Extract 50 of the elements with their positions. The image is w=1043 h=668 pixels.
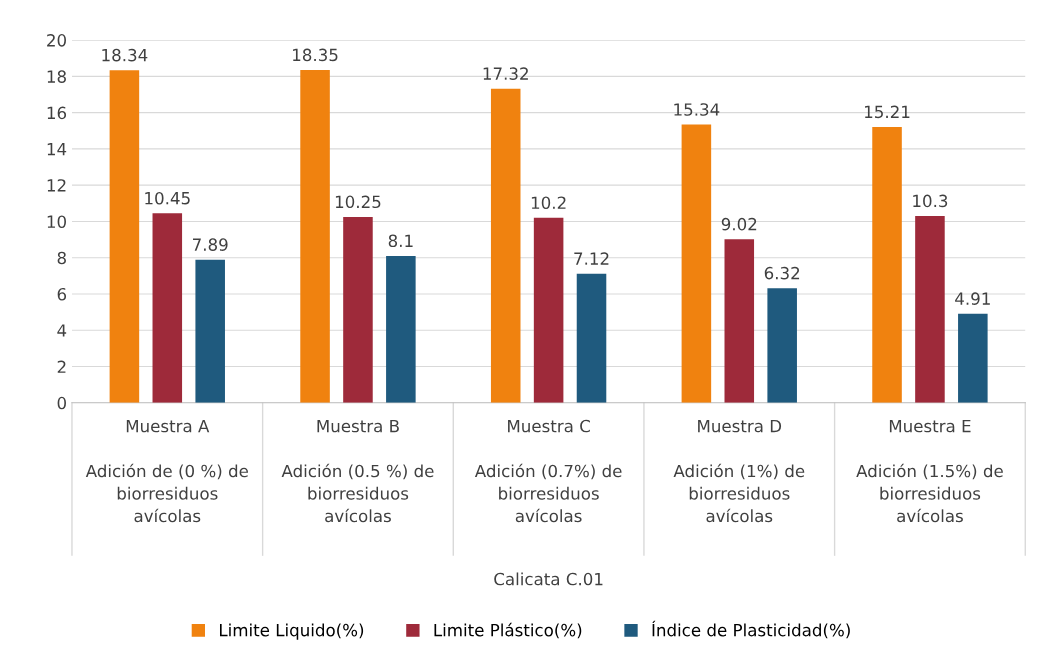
data-label: 10.3 [913,194,948,208]
data-label: 17.32 [483,67,528,80]
bar [152,213,183,403]
data-label: 15.21 [865,105,910,119]
y-tick-label: 14 [47,143,67,156]
category-label: Muestra A Adición de (0 %) de biorresiduos avícolas [85,419,248,523]
data-label: 10.45 [145,191,190,205]
y-tick-label: 12 [47,179,66,192]
bar [533,217,564,403]
y-tick-label: 20 [47,34,66,47]
bar [300,70,330,403]
bar [195,259,225,403]
legend-label: Índice de Plasticidad(%) [652,620,850,639]
bar [490,88,521,403]
data-label: 9.02 [721,217,757,231]
data-label: 7.12 [574,252,609,265]
y-tick-label: 8 [57,251,66,265]
bar [386,255,416,403]
y-tick-label: 2 [57,360,66,373]
category-label: Muestra C Adición (0.7%) de biorresiduos avícolas [474,419,622,523]
data-label: 10.2 [531,196,566,210]
bar [958,313,988,403]
y-tick-label: 10 [47,215,66,229]
bar [724,239,755,403]
bar [872,126,902,403]
legend-label: Limite Plástico(%) [434,622,582,639]
data-label: 8.1 [388,234,413,248]
category-label: Muestra D Adición (1%) de biorresiduos avícolas [673,419,805,523]
text: Calicata C.01 [494,572,603,586]
category-label: Muestra B Adición (0.5 %) de biorresiduos avícolas [281,419,434,523]
data-label: 6.32 [764,266,800,280]
bar [767,288,797,403]
bar [343,216,373,403]
category-label: Muestra E Adición (1.5%) de biorresiduos avícolas [856,419,1003,523]
y-tick-label: 4 [57,324,67,337]
data-label: 4.91 [955,292,990,305]
bar [681,124,712,403]
y-tick-label: 6 [57,287,67,301]
y-tick-label: 16 [47,106,67,120]
bar [915,216,945,403]
legend-label: Limite Liquido(%) [220,623,364,640]
y-tick-label: 18 [47,70,66,83]
y-tick-label: 0 [57,396,66,410]
bar [576,273,607,403]
data-label: 18.34 [102,48,148,62]
data-label: 10.25 [335,195,381,209]
data-label: 18.35 [293,48,338,62]
data-label: 15.34 [674,103,720,116]
data-label: 7.89 [193,238,228,251]
bar [109,70,140,403]
